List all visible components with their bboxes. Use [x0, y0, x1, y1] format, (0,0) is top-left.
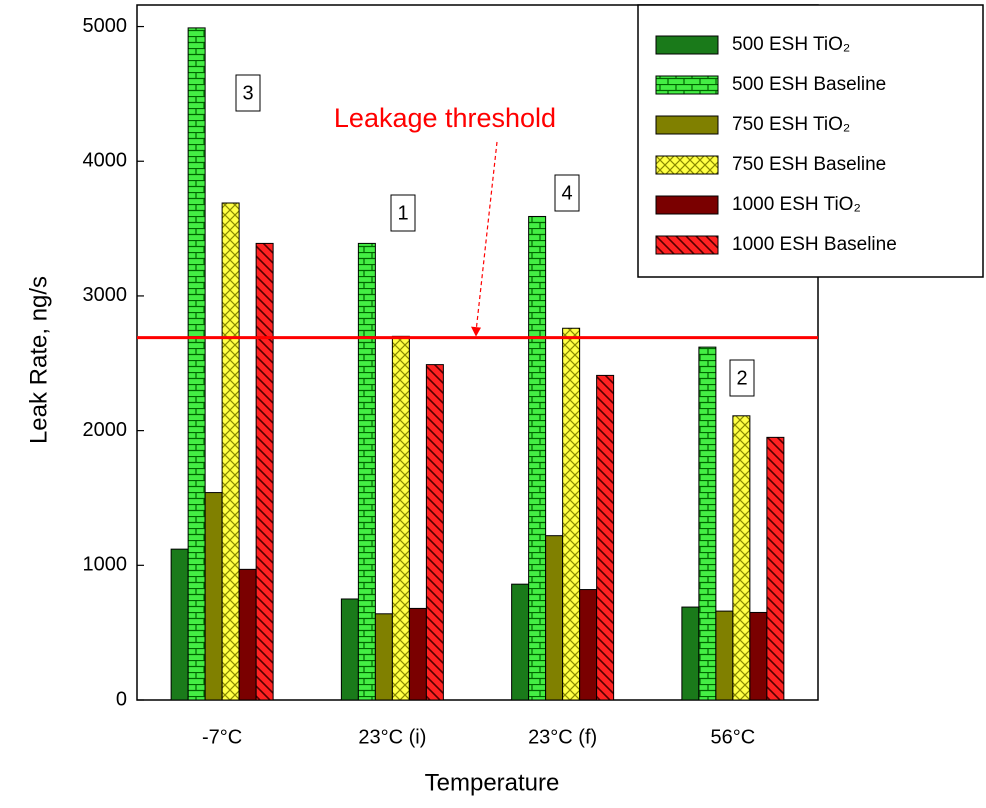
legend-swatch: [655, 155, 719, 175]
legend-swatch: [655, 195, 719, 215]
annotation: 2: [736, 367, 747, 389]
y-axis-label: Leak Rate, ng/s: [25, 276, 52, 444]
bar: [766, 436, 785, 701]
legend-swatch: [655, 235, 719, 255]
threshold-label: Leakage threshold: [334, 103, 556, 133]
threshold-arrow: [475, 141, 498, 332]
bar: [204, 492, 223, 701]
bar: [511, 583, 530, 701]
bar: [170, 548, 189, 701]
bar: [187, 27, 206, 701]
bar: [545, 535, 564, 701]
annotation: 3: [242, 82, 253, 104]
annotation-box: [729, 359, 755, 397]
bar: [425, 364, 444, 701]
bar: [340, 598, 359, 701]
bar: [357, 242, 376, 701]
bar: [698, 346, 717, 701]
bar: [681, 606, 700, 701]
bar: [255, 242, 274, 701]
legend-label: 1000 ESH Baseline: [732, 234, 897, 255]
legend-label: 750 ESH TiO₂: [732, 114, 850, 135]
legend-swatch: [655, 35, 719, 55]
legend-label: 750 ESH Baseline: [732, 154, 886, 175]
arrow-head: [471, 326, 481, 337]
y-tick-label: 0: [116, 688, 127, 710]
bar: [374, 613, 393, 701]
y-tick-label: 4000: [83, 150, 128, 172]
bar: [528, 215, 547, 701]
x-tick-label: 56°C: [711, 726, 756, 748]
bar: [749, 611, 768, 701]
annotation-box: [554, 174, 580, 212]
y-tick-label: 2000: [83, 419, 128, 441]
y-tick-label: 5000: [83, 15, 128, 37]
bar: [715, 610, 734, 701]
annotation: 1: [397, 202, 408, 224]
x-axis-label: Temperature: [425, 769, 560, 796]
annotation-box: [390, 194, 416, 232]
bar: [238, 568, 257, 701]
legend-label: 1000 ESH TiO₂: [732, 194, 861, 215]
legend-swatch: [655, 75, 719, 95]
bar: [732, 415, 751, 701]
bar: [391, 335, 410, 701]
legend-swatch: [655, 115, 719, 135]
bar: [408, 607, 427, 701]
x-tick-label: 23°C (i): [358, 726, 426, 748]
bar: [221, 202, 240, 701]
bar: [562, 327, 581, 701]
bar: [596, 374, 615, 701]
x-tick-label: 23°C (f): [528, 726, 597, 748]
annotation: 4: [561, 182, 572, 204]
y-tick-label: 3000: [83, 284, 128, 306]
x-tick-label: -7°C: [202, 726, 242, 748]
plot-frame: [136, 4, 819, 701]
legend-label: 500 ESH TiO₂: [732, 34, 850, 55]
y-tick-label: 1000: [83, 554, 128, 576]
legend-label: 500 ESH Baseline: [732, 74, 886, 95]
bar: [579, 589, 598, 701]
annotation-box: [235, 74, 261, 112]
